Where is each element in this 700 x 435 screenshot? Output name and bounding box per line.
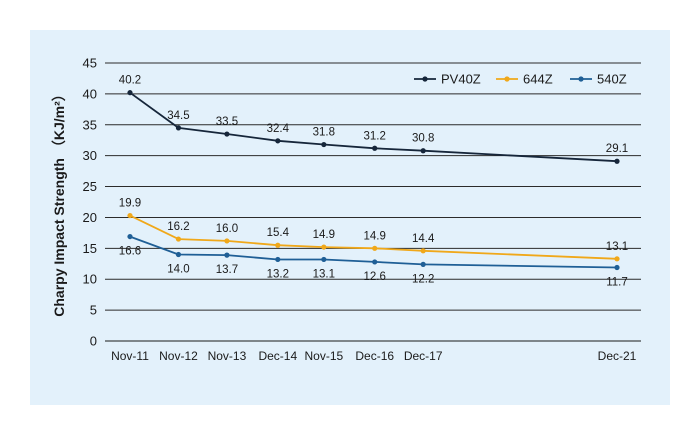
gridlines bbox=[105, 62, 641, 342]
legend-marker-644z bbox=[504, 76, 510, 82]
series-line-644z bbox=[129, 214, 618, 260]
data-point-644z bbox=[614, 256, 620, 262]
data-label-540z: 11.7 bbox=[606, 276, 628, 288]
data-point-pv40z bbox=[127, 90, 133, 96]
y-tick-label: 10 bbox=[83, 272, 97, 287]
y-tick-label: 5 bbox=[90, 303, 97, 318]
data-label-644z: 19.9 bbox=[119, 198, 141, 210]
x-tick-label: Nov-13 bbox=[208, 349, 247, 363]
data-point-pv40z bbox=[372, 145, 378, 151]
data-point-644z bbox=[175, 236, 182, 242]
data-point-540z bbox=[127, 233, 133, 240]
legend[interactable]: PV40Z 644Z 540Z bbox=[414, 72, 627, 87]
data-point-644z bbox=[420, 248, 426, 254]
legend-label-644z: 644Z bbox=[523, 72, 553, 87]
data-label-pv40z: 31.8 bbox=[313, 127, 335, 139]
data-label-644z: 14.9 bbox=[313, 229, 335, 241]
x-tick-label: Dec-16 bbox=[355, 349, 394, 363]
data-point-644z bbox=[127, 212, 133, 219]
y-tick-label: 30 bbox=[83, 148, 97, 163]
series-line-pv40z bbox=[129, 91, 618, 163]
data-point-pv40z bbox=[420, 148, 426, 154]
data-label-540z: 12.6 bbox=[364, 271, 386, 283]
data-label-pv40z: 31.2 bbox=[364, 130, 386, 142]
y-tick-label: 0 bbox=[90, 334, 97, 349]
y-axis-ticks: 0 5 10 15 20 25 30 35 40 45 bbox=[83, 56, 97, 349]
y-tick-label: 15 bbox=[83, 241, 97, 256]
x-tick-label: Dec-17 bbox=[404, 349, 443, 363]
data-label-644z: 13.1 bbox=[606, 241, 628, 253]
data-labels: 40.2 34.5 33.5 32.4 31.8 31.2 30.8 29.1 19.9 16.2… bbox=[119, 75, 628, 289]
data-label-540z: 13.1 bbox=[313, 268, 335, 280]
y-tick-label: 45 bbox=[83, 56, 97, 71]
data-label-pv40z: 30.8 bbox=[412, 133, 434, 145]
x-tick-label: Dec-14 bbox=[258, 349, 297, 363]
data-label-540z: 14.0 bbox=[167, 264, 189, 276]
data-label-pv40z: 29.1 bbox=[606, 143, 628, 155]
data-label-pv40z: 40.2 bbox=[119, 75, 141, 87]
series-lines bbox=[127, 90, 620, 271]
data-point-644z bbox=[372, 245, 378, 251]
x-axis-ticks: Nov-11 Nov-12 Nov-13 Dec-14 Nov-15 Dec-16 Dec-… bbox=[111, 349, 637, 363]
y-tick-label: 20 bbox=[83, 210, 97, 225]
data-point-pv40z bbox=[614, 158, 620, 164]
data-label-540z: 13.7 bbox=[216, 264, 238, 276]
series-line-540z bbox=[129, 235, 618, 269]
data-label-540z: 13.2 bbox=[267, 268, 289, 280]
data-point-pv40z bbox=[275, 138, 281, 144]
data-point-644z bbox=[275, 242, 281, 248]
data-label-pv40z: 32.4 bbox=[267, 123, 290, 135]
legend-label-pv40z: PV40Z bbox=[441, 72, 481, 87]
data-label-644z: 14.9 bbox=[364, 230, 386, 242]
data-label-644z: 14.4 bbox=[412, 233, 435, 245]
data-label-644z: 15.4 bbox=[267, 227, 290, 239]
legend-marker-pv40z bbox=[422, 76, 428, 82]
data-label-pv40z: 33.5 bbox=[216, 116, 238, 128]
x-tick-label: Nov-15 bbox=[304, 349, 343, 363]
data-point-540z bbox=[175, 251, 182, 258]
data-label-540z: 16.6 bbox=[119, 246, 141, 258]
legend-marker-540z bbox=[578, 76, 584, 82]
data-point-540z bbox=[614, 264, 620, 271]
data-point-644z bbox=[321, 244, 327, 250]
x-tick-label: Dec-21 bbox=[598, 349, 637, 363]
y-axis-label: Charpy Impact Strength （KJ/m²） bbox=[51, 87, 67, 316]
data-point-pv40z bbox=[175, 125, 182, 131]
data-point-540z bbox=[420, 261, 426, 267]
y-tick-label: 40 bbox=[83, 86, 97, 101]
data-label-pv40z: 34.5 bbox=[167, 110, 189, 122]
data-label-644z: 16.0 bbox=[216, 223, 238, 235]
legend-label-540z: 540Z bbox=[597, 72, 627, 87]
data-point-644z bbox=[224, 238, 230, 244]
data-point-pv40z bbox=[321, 141, 327, 148]
y-tick-label: 25 bbox=[83, 179, 97, 194]
data-point-540z bbox=[372, 259, 378, 265]
data-label-644z: 16.2 bbox=[167, 221, 189, 233]
data-label-540z: 12.2 bbox=[412, 273, 434, 285]
y-tick-label: 35 bbox=[83, 117, 97, 132]
data-point-pv40z bbox=[224, 131, 230, 137]
data-point-540z bbox=[275, 256, 281, 263]
data-point-540z bbox=[321, 256, 327, 263]
x-tick-label: Nov-12 bbox=[159, 349, 198, 363]
data-point-540z bbox=[224, 252, 230, 258]
x-tick-label: Nov-11 bbox=[111, 349, 149, 363]
